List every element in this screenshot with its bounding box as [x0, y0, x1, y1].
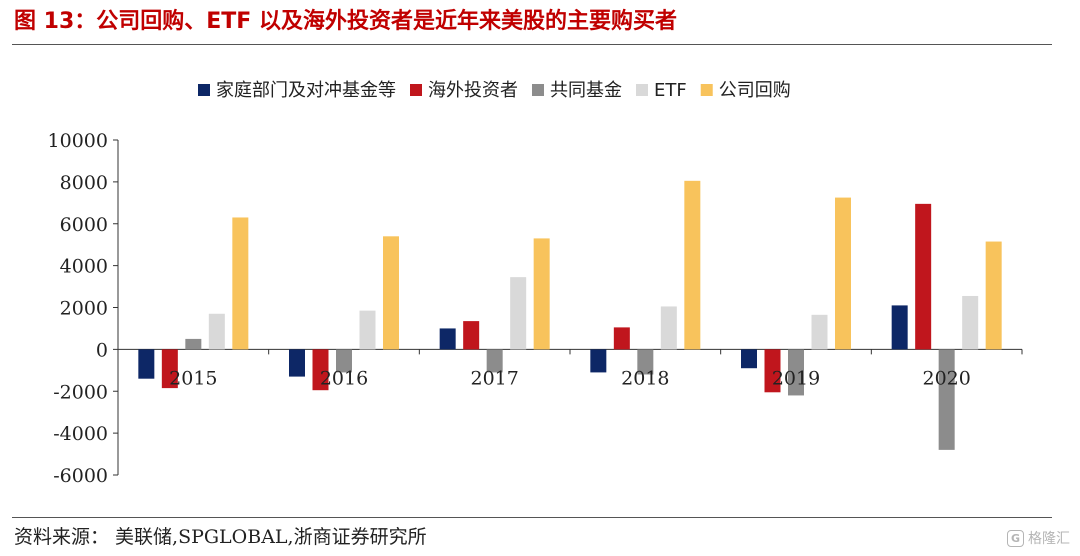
legend-label-1: 海外投资者: [428, 80, 518, 101]
y-tick-label: -4000: [53, 423, 108, 445]
legend-label-0: 家庭部门及对冲基金等: [216, 80, 396, 101]
y-tick-label: 0: [96, 339, 108, 361]
bar-2015-series-2: [185, 338, 202, 350]
source-note: 资料来源： 美联储,SPGLOBAL,浙商证券研究所: [14, 526, 427, 548]
title-divider: [12, 44, 1052, 45]
legend-swatch-3: [636, 84, 648, 96]
bar-2020-series-4: [985, 241, 1002, 350]
bar-2019-series-2: [788, 349, 804, 396]
legend-label-4: 公司回购: [719, 80, 791, 101]
bar-2016-series-4: [383, 236, 399, 350]
bar-2017-series-1: [463, 321, 480, 350]
legend-label-3: ETF: [654, 80, 687, 101]
bar-2019-series-3: [811, 314, 828, 350]
bar-2018-series-1: [613, 327, 630, 350]
bar-2019-series-0: [741, 349, 757, 369]
y-tick-label: 8000: [60, 172, 108, 194]
y-tick-label: 6000: [60, 214, 108, 236]
bar-2015-series-3: [208, 313, 225, 350]
x-tick-label: 2015: [169, 367, 217, 389]
bar-2020-series-1: [915, 203, 932, 350]
bar-2017-series-2: [486, 349, 503, 373]
legend-swatch-2: [532, 84, 544, 96]
watermark-logo-icon: G: [1007, 529, 1024, 547]
legend-label-2: 共同基金: [550, 80, 622, 101]
y-tick-label: 10000: [48, 130, 108, 152]
bar-2016-series-2: [336, 349, 352, 373]
bar-2020-series-2: [938, 349, 955, 450]
bar-2018-series-2: [637, 349, 654, 375]
bar-2017-series-4: [533, 238, 550, 350]
bar-2020-series-0: [891, 305, 908, 350]
x-tick-label: 2016: [320, 367, 368, 389]
bar-2020-series-3: [962, 295, 979, 350]
bar-2017-series-3: [510, 277, 527, 350]
bar-2015-series-4: [232, 217, 249, 350]
bar-2019-series-1: [764, 349, 781, 393]
bar-2015-series-1: [161, 349, 178, 389]
bar-2019-series-4: [835, 197, 851, 350]
x-tick-label: 2018: [621, 367, 669, 389]
bar-2016-series-3: [359, 310, 376, 350]
bar-2015-series-0: [138, 349, 155, 379]
bar-2018-series-0: [590, 349, 607, 373]
watermark: G 格隆汇: [1007, 528, 1070, 548]
chart-title: 图 13：公司回购、ETF 以及海外投资者是近年来美股的主要购买者: [14, 9, 677, 34]
bar-2016-series-1: [312, 349, 329, 391]
chart-bars: [138, 180, 1002, 450]
x-tick-label: 2019: [772, 367, 820, 389]
bar-2018-series-4: [684, 180, 701, 350]
x-tick-label: 2020: [922, 367, 970, 389]
y-tick-label: -2000: [53, 381, 108, 403]
legend-swatch-0: [198, 84, 210, 96]
y-tick-label: -6000: [53, 465, 108, 487]
legend-swatch-1: [410, 84, 422, 96]
chart-legend: 家庭部门及对冲基金等 海外投资者 共同基金 ETF 公司回购: [198, 80, 791, 101]
source-divider: [12, 517, 1052, 518]
bar-2017-series-0: [439, 328, 456, 350]
watermark-text: 格隆汇: [1028, 531, 1070, 547]
bar-2018-series-3: [660, 306, 677, 350]
x-tick-label: 2017: [470, 367, 518, 389]
chart-axes: 10000 8000 6000 4000 2000 0 -2000 -4000 -6000: [48, 130, 1023, 487]
bar-2016-series-0: [289, 349, 305, 377]
y-tick-label: 4000: [60, 256, 108, 278]
legend-swatch-4: [700, 84, 713, 96]
chart-category-labels: 2015 2016 2017 2018 2019 2020: [169, 367, 971, 389]
y-tick-label: 2000: [60, 298, 108, 320]
